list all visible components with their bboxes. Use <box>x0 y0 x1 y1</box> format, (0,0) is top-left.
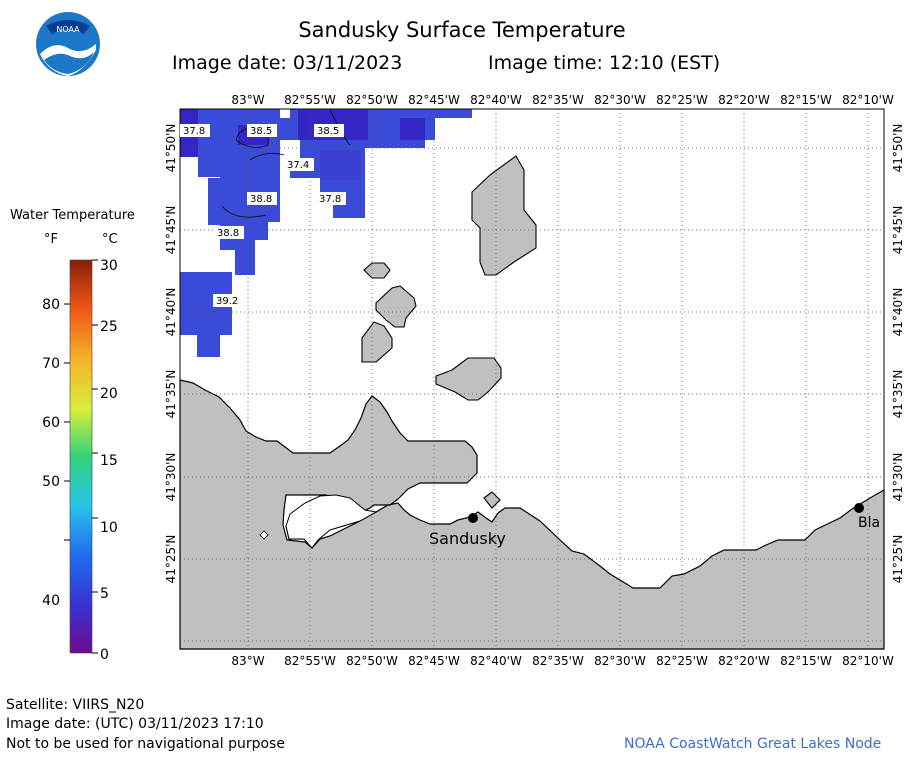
f-tick: 60 <box>42 415 60 431</box>
f-tick: 50 <box>42 474 60 490</box>
small-island-marker <box>259 530 269 540</box>
f-tick: 80 <box>42 297 60 313</box>
temperature-labels: 37.8 38.5 38.5 37.4 38.8 37.8 38.8 39.2 <box>180 124 346 307</box>
f-tick: 70 <box>42 356 60 372</box>
legend-unit-c: °C <box>102 232 118 247</box>
bla-marker[interactable] <box>854 503 864 513</box>
c-tick: 20 <box>100 386 118 402</box>
lat-label: 41°30'N <box>164 453 178 502</box>
lon-label: 82°40'W <box>470 93 522 107</box>
lat-labels-right: 41°50'N 41°45'N 41°40'N 41°35'N 41°30'N … <box>891 124 905 584</box>
color-scale-bar <box>69 259 93 654</box>
sandusky-bay <box>285 494 378 549</box>
islands <box>361 155 537 509</box>
lon-label: 82°35'W <box>532 654 584 668</box>
lat-label: 41°30'N <box>891 453 905 502</box>
map-title: Sandusky Surface Temperature <box>298 18 626 42</box>
footer-nav-warning: Not to be used for navigational purpose <box>6 736 285 752</box>
temp-label: 37.8 <box>319 194 341 205</box>
lon-labels-top: 83°W 82°55'W 82°50'W 82°45'W 82°40'W 82°… <box>231 93 894 107</box>
temp-label: 37.4 <box>287 160 309 171</box>
lon-label: 82°10'W <box>842 93 894 107</box>
temp-label: 38.5 <box>250 126 272 137</box>
temp-label: 39.2 <box>216 296 238 307</box>
temp-label: 37.8 <box>183 126 205 137</box>
lon-label: 82°25'W <box>656 93 708 107</box>
temp-label: 38.8 <box>250 194 272 205</box>
lat-labels-left: 41°50'N 41°45'N 41°40'N 41°35'N 41°30'N … <box>164 124 178 584</box>
lat-label: 41°25'N <box>891 535 905 584</box>
lat-label: 41°45'N <box>891 206 905 255</box>
c-tick: 25 <box>100 319 118 335</box>
lon-label: 83°W <box>231 93 264 107</box>
c-tick: 10 <box>100 520 118 536</box>
lon-label: 82°25'W <box>656 654 708 668</box>
city-label-bla: Bla <box>858 515 880 531</box>
temp-label: 38.8 <box>217 228 239 239</box>
lon-label: 82°15'W <box>780 93 832 107</box>
footer-credit-link[interactable]: NOAA CoastWatch Great Lakes Node <box>624 736 882 752</box>
footer-utc-date: Image date: (UTC) 03/11/2023 17:10 <box>6 716 264 732</box>
c-tick: 5 <box>100 586 109 602</box>
lat-label: 41°25'N <box>164 535 178 584</box>
map-view[interactable]: 37.8 38.5 38.5 37.4 38.8 37.8 38.8 39.2 … <box>0 0 924 690</box>
water-temperature-pixels <box>180 109 472 357</box>
noaa-logo: NOAA <box>36 12 100 76</box>
land-mainland <box>179 379 885 650</box>
footer-satellite: Satellite: VIIRS_N20 <box>6 697 145 713</box>
f-tick: 40 <box>42 593 60 609</box>
graticule <box>180 109 884 649</box>
c-tick: 30 <box>100 258 118 274</box>
lat-label: 41°40'N <box>164 288 178 337</box>
lat-label: 41°45'N <box>164 206 178 255</box>
legend-unit-f: °F <box>44 232 58 247</box>
lon-label: 82°40'W <box>470 654 522 668</box>
color-scale: 80 70 60 50 40 30 25 20 15 10 5 0 <box>42 258 118 663</box>
image-date: Image date: 03/11/2023 <box>172 52 403 74</box>
lat-label: 41°35'N <box>164 370 178 419</box>
lon-labels-bottom: 83°W 82°55'W 82°50'W 82°45'W 82°40'W 82°… <box>231 654 894 668</box>
lon-label: 82°55'W <box>284 654 336 668</box>
c-tick: 15 <box>100 453 118 469</box>
sandusky-marker[interactable] <box>468 513 478 523</box>
image-time: Image time: 12:10 (EST) <box>488 52 721 74</box>
lon-label: 82°30'W <box>594 93 646 107</box>
lon-label: 82°45'W <box>408 654 460 668</box>
temp-label: 38.5 <box>317 126 339 137</box>
lat-label: 41°50'N <box>891 124 905 173</box>
lon-label: 82°30'W <box>594 654 646 668</box>
city-label-sandusky: Sandusky <box>429 529 506 548</box>
lon-label: 82°20'W <box>718 654 770 668</box>
lat-label: 41°50'N <box>164 124 178 173</box>
lon-label: 82°10'W <box>842 654 894 668</box>
lat-label: 41°40'N <box>891 288 905 337</box>
lon-label: 82°15'W <box>780 654 832 668</box>
noaa-logo-text: NOAA <box>56 25 80 34</box>
lon-label: 82°50'W <box>346 654 398 668</box>
map-frame <box>179 108 885 650</box>
lon-label: 82°20'W <box>718 93 770 107</box>
lat-label: 41°35'N <box>891 370 905 419</box>
lon-label: 82°35'W <box>532 93 584 107</box>
lon-label: 83°W <box>231 654 264 668</box>
c-tick: 0 <box>100 647 109 663</box>
legend-title: Water Temperature <box>10 208 135 223</box>
lon-label: 82°55'W <box>284 93 336 107</box>
lon-label: 82°45'W <box>408 93 460 107</box>
lon-label: 82°50'W <box>346 93 398 107</box>
